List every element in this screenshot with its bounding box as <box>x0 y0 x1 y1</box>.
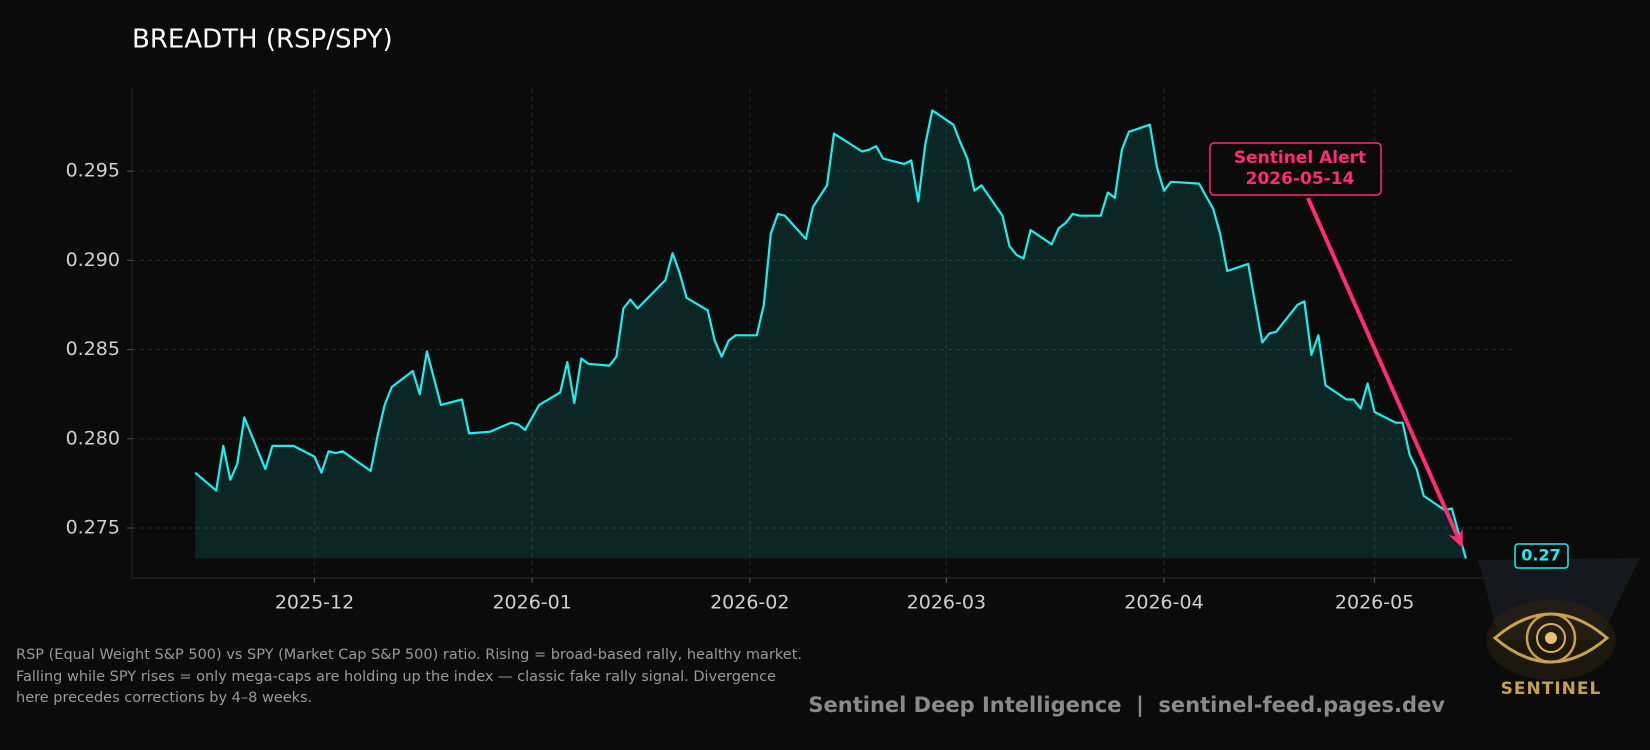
annotation-text: 2026-05-14 <box>1246 169 1355 189</box>
y-tick-label: 0.290 <box>66 249 120 271</box>
x-tick-label: 2026-02 <box>710 592 789 614</box>
end-label-text: 0.27 <box>1521 546 1560 565</box>
x-tick-label: 2026-01 <box>492 592 571 614</box>
annotation-box <box>1209 142 1382 196</box>
logo: SENTINEL <box>1478 558 1640 699</box>
x-tick-label: 2026-05 <box>1335 592 1414 614</box>
x-tick-label: 2026-04 <box>1124 592 1203 614</box>
description: RSP (Equal Weight S&P 500) vs SPY (Marke… <box>16 647 802 663</box>
annotation-text: Sentinel Alert <box>1234 148 1366 168</box>
y-tick-label: 0.280 <box>66 427 120 449</box>
chart-title: BREADTH (RSP/SPY) <box>132 25 393 55</box>
end-label-box <box>1514 543 1569 569</box>
y-tick-label: 0.295 <box>66 160 120 182</box>
x-tick-label: 2026-03 <box>907 592 986 614</box>
annotation-arrowhead <box>1448 528 1463 549</box>
line <box>194 109 1467 559</box>
description: Falling while SPY rises = only mega-caps… <box>16 669 776 685</box>
description: here precedes corrections by 4–8 weeks. <box>16 690 312 706</box>
y-tick-label: 0.275 <box>66 517 120 539</box>
end-label: 0.27 <box>1514 543 1569 569</box>
y-tick-label: 0.285 <box>66 338 120 360</box>
logo-text: SENTINEL <box>1501 679 1602 699</box>
area <box>195 110 1466 559</box>
annotation-arrow <box>1306 197 1462 542</box>
footer: Sentinel Deep Intelligence | sentinel-fe… <box>808 693 1445 718</box>
x-tick-label: 2025-12 <box>275 592 354 614</box>
